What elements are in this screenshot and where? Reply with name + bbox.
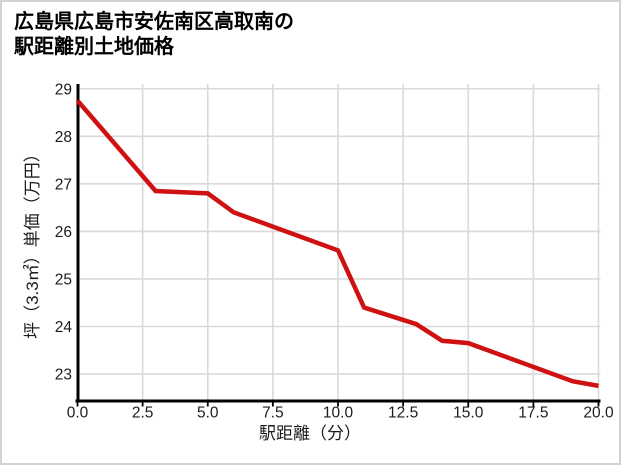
- x-axis-label: 駅距離（分）: [259, 424, 361, 443]
- y-tick-label: 23: [55, 367, 72, 384]
- x-tick-label: 12.5: [388, 405, 418, 422]
- chart-title: 広島県広島市安佐南区高取南の 駅距離別土地価格: [14, 10, 294, 60]
- x-tick-label: 5.0: [197, 405, 219, 422]
- x-tick-label: 0.0: [67, 405, 89, 422]
- x-tick-label: 7.5: [262, 405, 284, 422]
- x-tick-label: 10.0: [323, 405, 354, 422]
- chart-title-line2: 駅距離別土地価格: [14, 36, 174, 58]
- x-tick-label: 2.5: [132, 405, 154, 422]
- price-line: [75, 99, 599, 389]
- x-tick-label: 20.0: [583, 405, 614, 422]
- y-tick-label: 28: [55, 129, 72, 146]
- y-tick-label: 25: [55, 271, 72, 288]
- x-tick-label: 17.5: [518, 405, 548, 422]
- y-tick-label: 24: [55, 319, 73, 336]
- y-tick-label: 29: [55, 81, 72, 98]
- chart-title-line1: 広島県広島市安佐南区高取南の: [14, 11, 294, 33]
- y-axis-label: 坪（3.3㎡）単価（万円）: [23, 145, 42, 339]
- y-tick-label: 27: [55, 176, 72, 193]
- x-tick-label: 15.0: [453, 405, 484, 422]
- y-tick-label: 26: [55, 224, 72, 241]
